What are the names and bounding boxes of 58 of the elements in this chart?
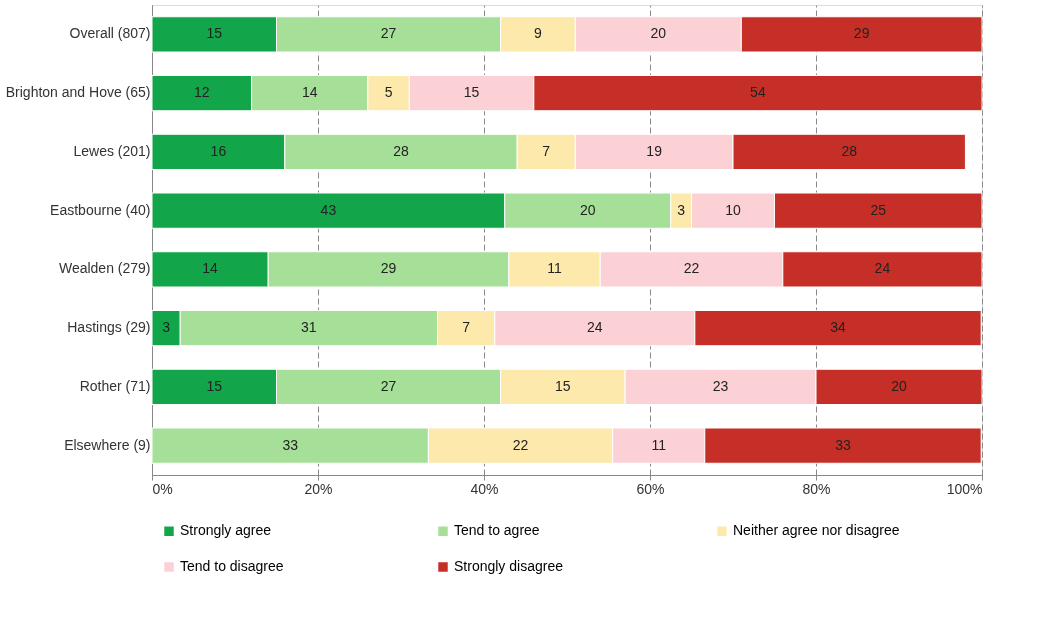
legend-label: Neither agree nor disagree: [733, 522, 900, 539]
data-label: 22: [683, 260, 700, 277]
y-tick-label: Overall (807): [69, 25, 151, 42]
data-label: 3: [162, 319, 171, 336]
data-label: 27: [380, 25, 397, 42]
x-tick-label: 80%: [802, 480, 831, 497]
data-label: 10: [725, 201, 741, 218]
legend-label: Strongly disagree: [454, 558, 564, 574]
y-tick-label: Hastings (29): [67, 319, 151, 336]
x-tick-label: 20%: [304, 480, 333, 497]
y-tick-label: Wealden (279): [58, 260, 151, 277]
data-label: 12: [194, 84, 210, 101]
data-label: 16: [210, 142, 227, 159]
y-tick-label: Rother (71): [79, 377, 151, 394]
data-label: 34: [830, 319, 846, 336]
legend-label: Tend to agree: [454, 522, 540, 539]
data-label: 20: [579, 201, 596, 218]
x-tick-label: 40%: [470, 480, 499, 497]
data-label: 25: [870, 201, 887, 218]
data-label: 20: [650, 25, 667, 42]
data-label: 29: [853, 25, 870, 42]
data-label: 11: [651, 436, 667, 453]
data-label: 33: [282, 436, 299, 453]
x-tick-label: 100%: [946, 480, 983, 497]
x-tick-label: 60%: [636, 480, 665, 497]
data-label: 28: [393, 142, 409, 159]
data-label: 20: [891, 377, 907, 394]
legend-label: Strongly agree: [180, 522, 272, 539]
data-label: 15: [555, 377, 571, 394]
data-label: 15: [206, 25, 223, 42]
data-label: 28: [841, 142, 858, 159]
data-label: 31: [301, 319, 317, 336]
data-label: 24: [874, 260, 891, 277]
data-label: 19: [646, 142, 663, 159]
data-label: 27: [380, 377, 397, 394]
data-label: 54: [750, 84, 766, 101]
data-label: 15: [463, 84, 480, 101]
data-label: 7: [542, 142, 551, 159]
data-label: 9: [534, 25, 543, 42]
x-tick-label: 0%: [152, 480, 173, 497]
data-label: 14: [202, 260, 219, 277]
data-label: 29: [380, 260, 397, 277]
data-label: 24: [587, 319, 603, 336]
y-tick-label: Eastbourne (40): [50, 201, 151, 218]
data-label: 23: [712, 377, 729, 394]
y-tick-label: Elsewhere (9): [64, 436, 151, 453]
data-label: 33: [835, 436, 851, 453]
data-label: 5: [384, 84, 393, 101]
data-label: 15: [206, 377, 223, 394]
legend-label: Tend to disagree: [180, 558, 284, 574]
data-label: 3: [677, 201, 686, 218]
data-label: 22: [512, 436, 529, 453]
data-label: 14: [301, 84, 318, 101]
y-tick-label: Brighton and Hove (65): [5, 84, 151, 101]
data-label: 11: [547, 260, 563, 277]
y-tick-label: Lewes (201): [73, 142, 151, 159]
data-label: 43: [320, 201, 337, 218]
data-label: 7: [462, 319, 471, 336]
